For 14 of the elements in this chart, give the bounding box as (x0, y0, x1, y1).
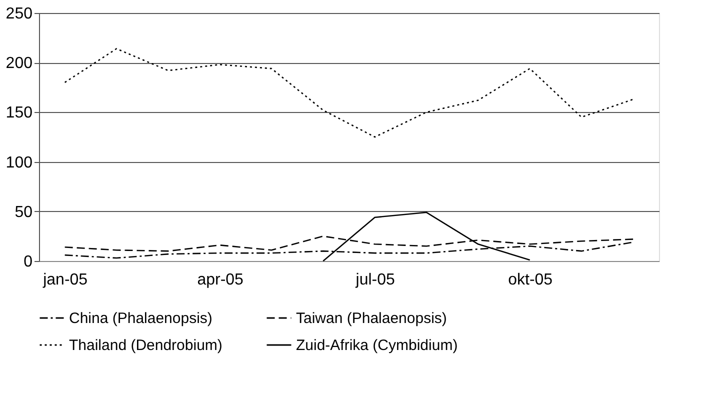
y-tick-label: 50 (14, 204, 33, 221)
y-tick-label: 100 (6, 154, 33, 172)
y-tick-label: 150 (6, 104, 33, 122)
y-tick-label: 0 (24, 254, 33, 270)
legend-label: Taiwan (Phalaenopsis) (296, 310, 447, 327)
x-tick-label: apr-05 (197, 272, 244, 288)
x-tick-label: jul-05 (354, 272, 395, 288)
y-tick-label: 250 (6, 6, 33, 22)
y-tick-label: 200 (6, 55, 33, 72)
legend-label: Thailand (Dendrobium) (69, 337, 222, 354)
legend-label: China (Phalaenopsis) (69, 310, 212, 327)
x-tick-label: okt-05 (508, 272, 553, 288)
x-tick-label: jan-05 (42, 272, 88, 288)
legend-label: Zuid-Afrika (Cymbidium) (296, 337, 458, 354)
